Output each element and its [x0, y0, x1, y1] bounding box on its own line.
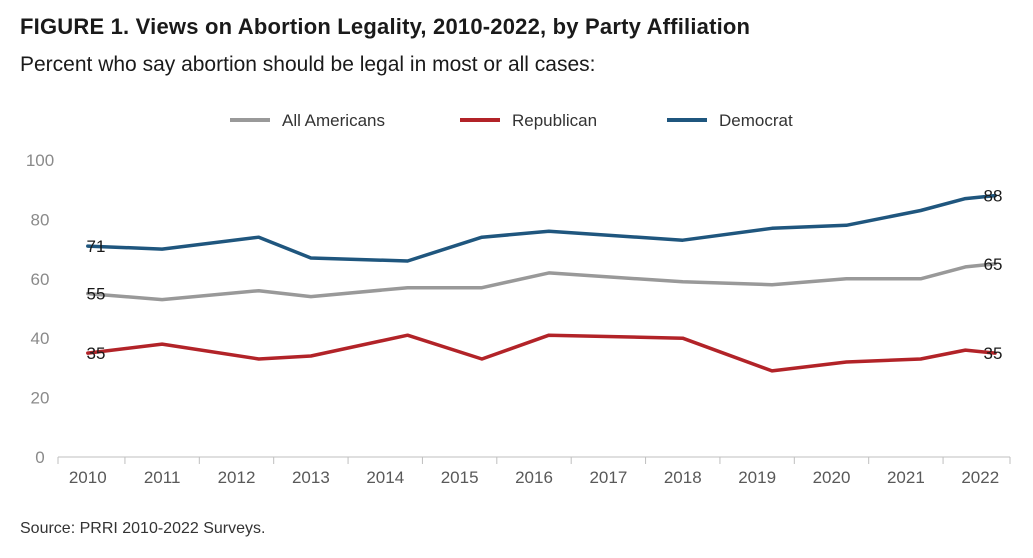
x-tick-label: 2018: [664, 468, 702, 487]
legend-label: Republican: [512, 111, 597, 130]
data-label: 35: [87, 344, 106, 363]
x-tick-label: 2012: [218, 468, 256, 487]
data-label: 88: [984, 187, 1003, 206]
y-tick-label: 100: [26, 151, 54, 170]
chart-title: FIGURE 1. Views on Abortion Legality, 20…: [20, 14, 751, 39]
y-tick-label: 40: [31, 329, 50, 348]
data-label: 71: [87, 237, 106, 256]
x-tick-label: 2017: [589, 468, 627, 487]
series-line: [86, 193, 997, 263]
series-line: [86, 262, 997, 302]
x-tick-label: 2010: [69, 468, 107, 487]
legend-label: Democrat: [719, 111, 793, 130]
legend-label: All Americans: [282, 111, 385, 130]
y-tick-label: 0: [35, 448, 44, 467]
source-note: Source: PRRI 2010-2022 Surveys.: [20, 520, 266, 537]
data-label: 55: [87, 285, 106, 304]
series-line: [86, 333, 997, 373]
y-tick-label: 80: [31, 210, 50, 229]
y-tick-label: 60: [31, 270, 50, 289]
x-tick-label: 2019: [738, 468, 776, 487]
x-tick-label: 2014: [366, 468, 404, 487]
x-tick-label: 2013: [292, 468, 330, 487]
x-tick-label: 2021: [887, 468, 925, 487]
data-label: 35: [984, 344, 1003, 363]
x-tick-label: 2015: [441, 468, 479, 487]
x-tick-label: 2020: [813, 468, 851, 487]
x-tick-label: 2011: [144, 468, 181, 487]
chart-subtitle: Percent who say abortion should be legal…: [20, 53, 596, 76]
data-label: 65: [984, 255, 1003, 274]
x-tick-label: 2022: [961, 468, 999, 487]
y-tick-label: 20: [31, 389, 50, 408]
x-tick-label: 2016: [515, 468, 553, 487]
